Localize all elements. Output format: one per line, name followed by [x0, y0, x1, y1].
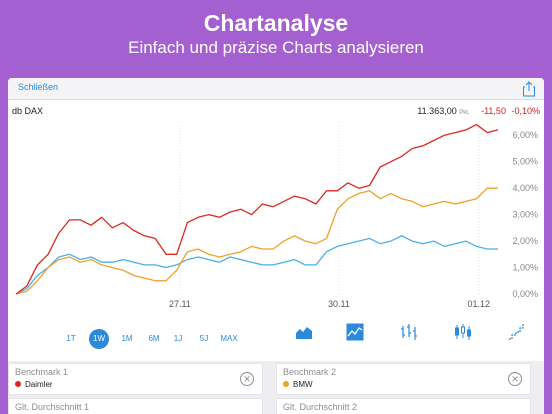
- clear-benchmark-1-button[interactable]: ✕: [240, 372, 254, 386]
- range-button-1t[interactable]: 1T: [66, 334, 76, 343]
- y-tick-label: 4,00%: [512, 183, 538, 193]
- clear-benchmark-2-button[interactable]: ✕: [508, 372, 522, 386]
- x-tick-label: 01.12: [467, 299, 490, 309]
- average-2-label: Glt. Durchschnitt 2: [283, 402, 358, 412]
- range-button-5j[interactable]: 5J: [199, 334, 209, 343]
- series-line-daimler: [15, 235, 498, 295]
- series-line-db-dax: [15, 123, 499, 295]
- benchmark-2-color-dot: [283, 381, 289, 387]
- range-button-1j[interactable]: 1J: [173, 334, 183, 343]
- series-line-bmw: [15, 187, 498, 295]
- promo-subtitle: Einfach und präzise Charts analysieren: [128, 38, 424, 57]
- range-button-1m[interactable]: 1M: [121, 334, 133, 343]
- quote-change: -11,50: [481, 106, 506, 116]
- y-tick-label: 5,00%: [512, 157, 538, 167]
- area-chart-icon[interactable]: [295, 323, 313, 341]
- chart-toolbar: 1T 1W 1M 6M 1J 5J MAX: [8, 318, 544, 354]
- step-chart-icon[interactable]: [508, 323, 526, 341]
- benchmark-2-panel[interactable]: Benchmark 2 BMW ✕: [276, 363, 531, 395]
- share-icon[interactable]: [522, 81, 536, 97]
- quote-change-percent: -0,10%: [511, 106, 540, 116]
- quote-values: 11.363,00 Pkt. -11,50 -0,10%: [417, 106, 540, 116]
- quote-unit: Pkt.: [459, 110, 470, 116]
- line-chart-icon[interactable]: [346, 323, 364, 341]
- quote-price: 11.363,00: [417, 106, 457, 116]
- range-button-max[interactable]: MAX: [220, 334, 238, 343]
- navbar: Schließen: [8, 78, 544, 100]
- ohlc-chart-icon[interactable]: [400, 323, 418, 341]
- x-tick-label: 27.11: [169, 299, 191, 309]
- average-1-panel[interactable]: Glt. Durchschnitt 1: [8, 398, 263, 414]
- x-tick-label: 30.11: [328, 299, 350, 309]
- instrument-name: db DAX: [12, 106, 44, 116]
- price-chart[interactable]: 27.11 30.11 01.12 6,00% 5,00% 4,00% 3,00% 2,00%…: [8, 118, 544, 318]
- close-button[interactable]: Schließen: [18, 82, 59, 92]
- range-button-6m[interactable]: 6M: [148, 334, 160, 343]
- app-window: Schließen db DAX 11.363,00 Pkt. -11,50 -…: [8, 78, 544, 414]
- chart-svg[interactable]: 27.11 30.11 01.12 6,00% 5,00% 4,00% 3,00% 2,00%…: [8, 118, 544, 318]
- y-tick-label: 2,00%: [512, 236, 538, 246]
- benchmark-2-label: Benchmark 2: [283, 367, 337, 377]
- benchmark-1-color-dot: [15, 381, 21, 387]
- y-tick-label: 1,00%: [512, 263, 538, 273]
- candlestick-chart-icon[interactable]: [454, 323, 472, 341]
- average-1-label: Glt. Durchschnitt 1: [15, 402, 90, 412]
- range-button-1w[interactable]: 1W: [89, 329, 109, 349]
- quote-bar: db DAX 11.363,00 Pkt. -11,50 -0,10%: [8, 104, 544, 118]
- y-tick-label: 3,00%: [512, 210, 538, 220]
- benchmark-2-value: BMW: [283, 380, 313, 389]
- average-2-panel[interactable]: Glt. Durchschnitt 2: [276, 398, 531, 414]
- benchmark-1-label: Benchmark 1: [15, 367, 69, 377]
- benchmark-1-value: Daimler: [15, 380, 53, 389]
- promo-title: Chartanalyse: [203, 10, 349, 36]
- y-tick-label: 6,00%: [512, 130, 538, 140]
- y-tick-label: 0,00%: [512, 289, 538, 299]
- benchmark-1-name: Daimler: [25, 380, 53, 389]
- settings-panels: Benchmark 1 Daimler ✕ Benchmark 2 BMW ✕ …: [8, 361, 544, 414]
- benchmark-1-panel[interactable]: Benchmark 1 Daimler ✕: [8, 363, 263, 395]
- benchmark-2-name: BMW: [293, 380, 313, 389]
